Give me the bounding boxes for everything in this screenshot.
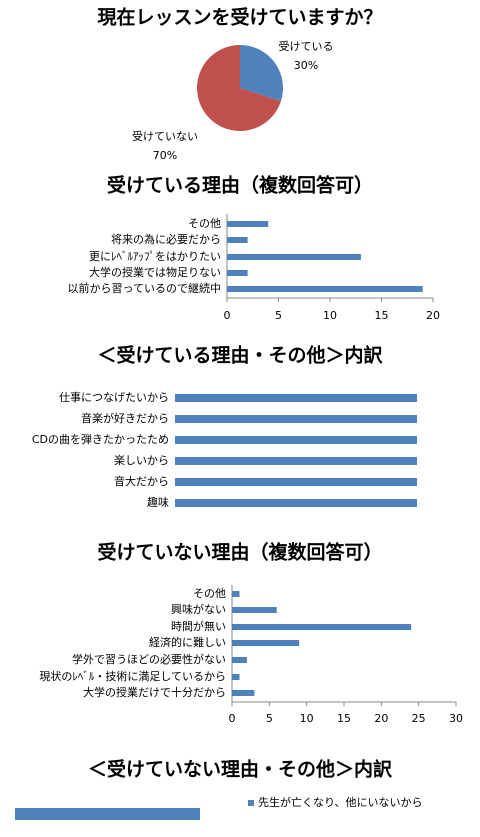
category-label: 時間が無い — [171, 619, 226, 633]
bar — [175, 394, 417, 402]
x-tick-label: 30 — [449, 712, 463, 725]
chart-title: ＜受けている理由・その他＞内訳 — [97, 344, 383, 367]
legend-swatch — [248, 800, 254, 806]
category-label: 楽しいから — [114, 454, 169, 467]
bar — [227, 237, 248, 243]
x-tick-label: 0 — [224, 309, 231, 322]
legend-label: 先生が亡くなり、他にいないから — [258, 795, 423, 809]
category-label: 趣味 — [147, 495, 169, 509]
category-label: 学外で習うほどの必要性がない — [72, 652, 226, 666]
category-label: 音大だから — [114, 474, 169, 488]
bar — [232, 591, 240, 597]
category-label: 大学の授業だけで十分だから — [83, 685, 226, 699]
category-label: 経済的に難しい — [149, 635, 226, 649]
bar — [175, 457, 417, 465]
bar — [232, 674, 240, 680]
x-tick-label: 20 — [374, 712, 388, 725]
bar — [227, 221, 269, 227]
x-tick-label: 25 — [412, 712, 426, 725]
bar — [227, 270, 248, 276]
category-label: その他 — [188, 217, 221, 230]
bar — [227, 286, 423, 292]
chart-title: 受けていない理由（複数回答可） — [97, 541, 382, 564]
category-label: その他 — [193, 587, 226, 600]
category-label: 更にﾚﾍﾞﾙｱｯﾌﾟをはかりたい — [89, 250, 221, 263]
pie-slice — [196, 45, 281, 131]
bar — [232, 624, 412, 630]
bar — [175, 478, 417, 486]
x-tick-label: 5 — [266, 712, 273, 725]
category-label: 音楽が好きだから — [81, 411, 169, 425]
category-label: 現状のﾚﾍﾞﾙ・技術に満足しているから — [39, 669, 226, 683]
category-label: 仕事につなげたいから — [59, 391, 169, 404]
pie-slice — [240, 45, 283, 102]
x-tick-label: 15 — [337, 712, 351, 725]
x-tick-label: 15 — [375, 309, 389, 322]
chart-title: ＜受けていない理由・その他＞内訳 — [88, 758, 393, 781]
pie-label: 受けている — [279, 40, 334, 53]
pie-value-label: 70% — [153, 149, 177, 162]
bar — [175, 499, 417, 507]
bar — [15, 808, 200, 820]
bar — [175, 415, 417, 423]
category-label: 興味がない — [171, 602, 226, 616]
pie-value-label: 30% — [294, 59, 318, 72]
category-label: 以前から習っているので継続中 — [68, 281, 221, 295]
x-tick-label: 0 — [229, 712, 236, 725]
x-tick-label: 10 — [323, 309, 337, 322]
x-tick-label: 5 — [275, 309, 282, 322]
x-tick-label: 20 — [426, 309, 440, 322]
x-tick-label: 10 — [300, 712, 314, 725]
category-label: CDの曲を弾きたかったため — [32, 433, 169, 446]
pie-label: 受けていない — [132, 130, 198, 143]
bar — [227, 254, 361, 260]
bar — [232, 657, 247, 663]
bar — [232, 640, 300, 646]
bar — [175, 436, 417, 444]
chart-title: 受けている理由（複数回答可） — [107, 174, 373, 197]
chart-title: 現在レッスンを受けていますか？ — [97, 6, 382, 29]
category-label: 将来の為に必要だから — [111, 232, 221, 246]
bar — [232, 690, 255, 696]
bar — [232, 607, 277, 613]
category-label: 大学の授業では物足りない — [89, 265, 221, 279]
